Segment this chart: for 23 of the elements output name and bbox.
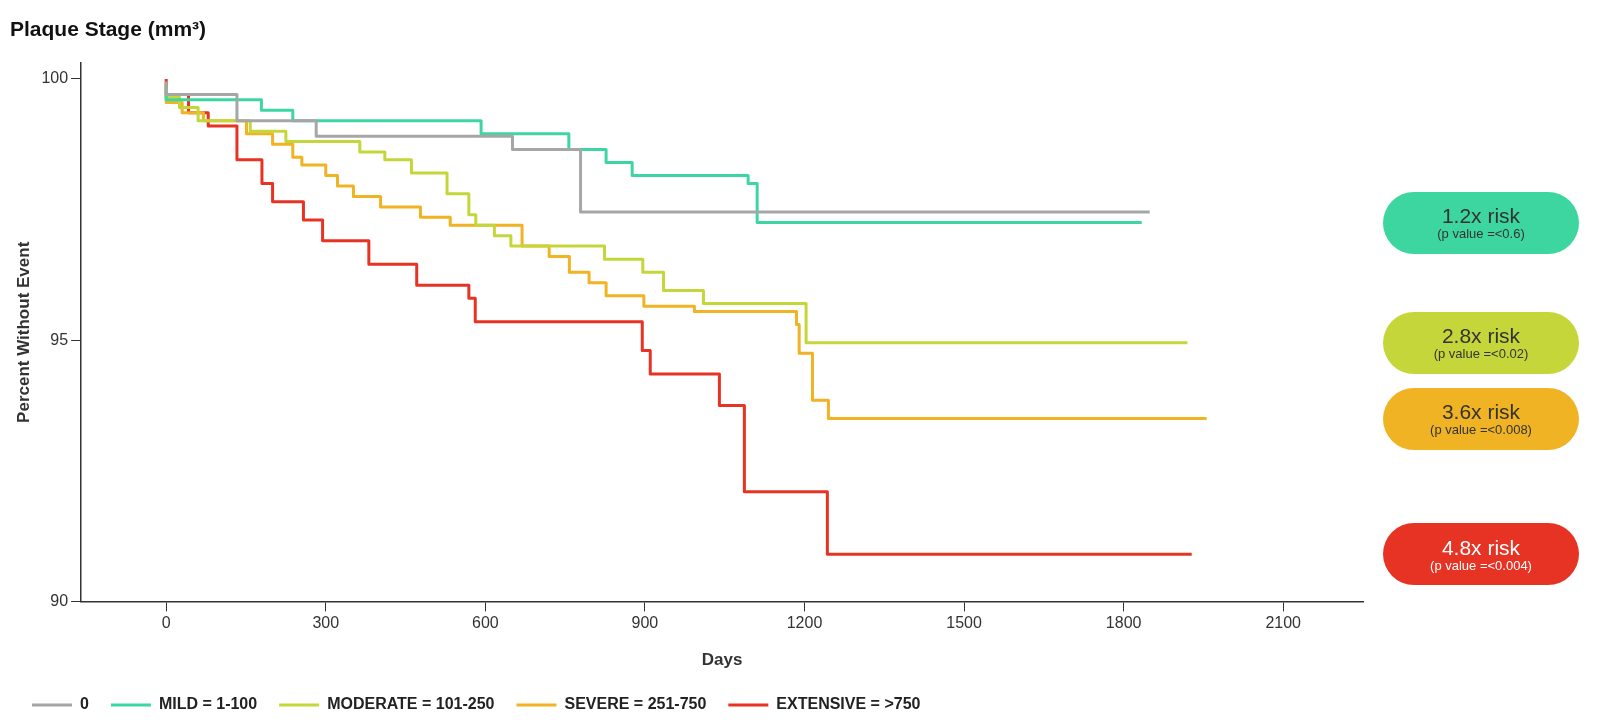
badge: 2.8x risk (p value =<0.02) [1383,311,1579,374]
legend-label: SEVERE = 251-750 [564,695,707,713]
legend-label: MODERATE = 101-250 [327,695,495,713]
x-tick-label: 1200 [786,614,823,632]
x-tick-label: 1800 [1105,614,1142,632]
x-tick-label: 600 [472,614,499,632]
badge: 4.8x risk (p value =<0.004) [1383,523,1579,586]
chart-title: Plaque Stage (mm³) [10,17,207,41]
x-tick-label: 2100 [1265,614,1302,632]
x-tick-label: 0 [161,614,171,632]
legend-label: EXTENSIVE = >750 [776,695,921,713]
y-axis-title: Percent Without Event [13,241,33,423]
legend-label: 0 [80,695,89,713]
badge: 1.2x risk (p value =<0.6) [1383,191,1579,254]
legend-label: MILD = 1-100 [158,695,258,713]
badge: 3.6x risk (p value =<0.008) [1383,387,1579,450]
y-tick-label: 95 [50,330,69,348]
x-tick-label: 900 [631,614,659,632]
x-tick-label: 1500 [946,614,982,632]
y-tick-label: 90 [50,591,69,609]
x-axis-title: Days [701,650,743,670]
y-tick-label: 100 [41,69,69,87]
x-tick-label: 300 [312,614,340,632]
